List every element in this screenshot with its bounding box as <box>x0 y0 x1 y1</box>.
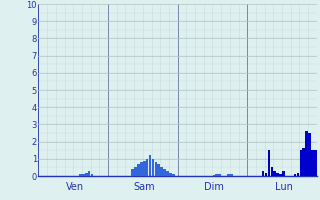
Bar <box>279 174 282 176</box>
Bar <box>270 167 273 176</box>
Bar <box>91 174 93 176</box>
Bar <box>305 131 308 176</box>
Bar <box>215 174 218 176</box>
Bar <box>230 174 233 176</box>
Bar <box>155 162 157 176</box>
Bar <box>294 174 296 176</box>
Bar <box>169 173 172 176</box>
Bar <box>268 150 270 176</box>
Bar <box>276 173 279 176</box>
Bar <box>160 167 163 176</box>
Bar <box>137 164 140 176</box>
Bar <box>140 162 143 176</box>
Bar <box>262 171 264 176</box>
Bar <box>88 171 91 176</box>
Bar <box>79 174 82 176</box>
Bar <box>146 159 148 176</box>
Bar <box>172 174 174 176</box>
Bar <box>302 148 305 176</box>
Bar <box>143 161 146 176</box>
Bar <box>311 150 314 176</box>
Bar <box>157 164 160 176</box>
Bar <box>152 159 154 176</box>
Bar <box>282 171 285 176</box>
Bar <box>131 169 134 176</box>
Bar <box>314 150 317 176</box>
Bar <box>212 175 215 176</box>
Bar <box>297 173 299 176</box>
Bar <box>166 171 169 176</box>
Bar <box>163 169 166 176</box>
Bar <box>149 155 151 176</box>
Bar <box>265 173 267 176</box>
Bar <box>82 174 85 176</box>
Bar <box>134 167 137 176</box>
Bar <box>218 174 221 176</box>
Bar <box>227 174 230 176</box>
Bar <box>85 173 88 176</box>
Bar <box>300 150 302 176</box>
Bar <box>274 171 276 176</box>
Bar <box>308 133 311 176</box>
